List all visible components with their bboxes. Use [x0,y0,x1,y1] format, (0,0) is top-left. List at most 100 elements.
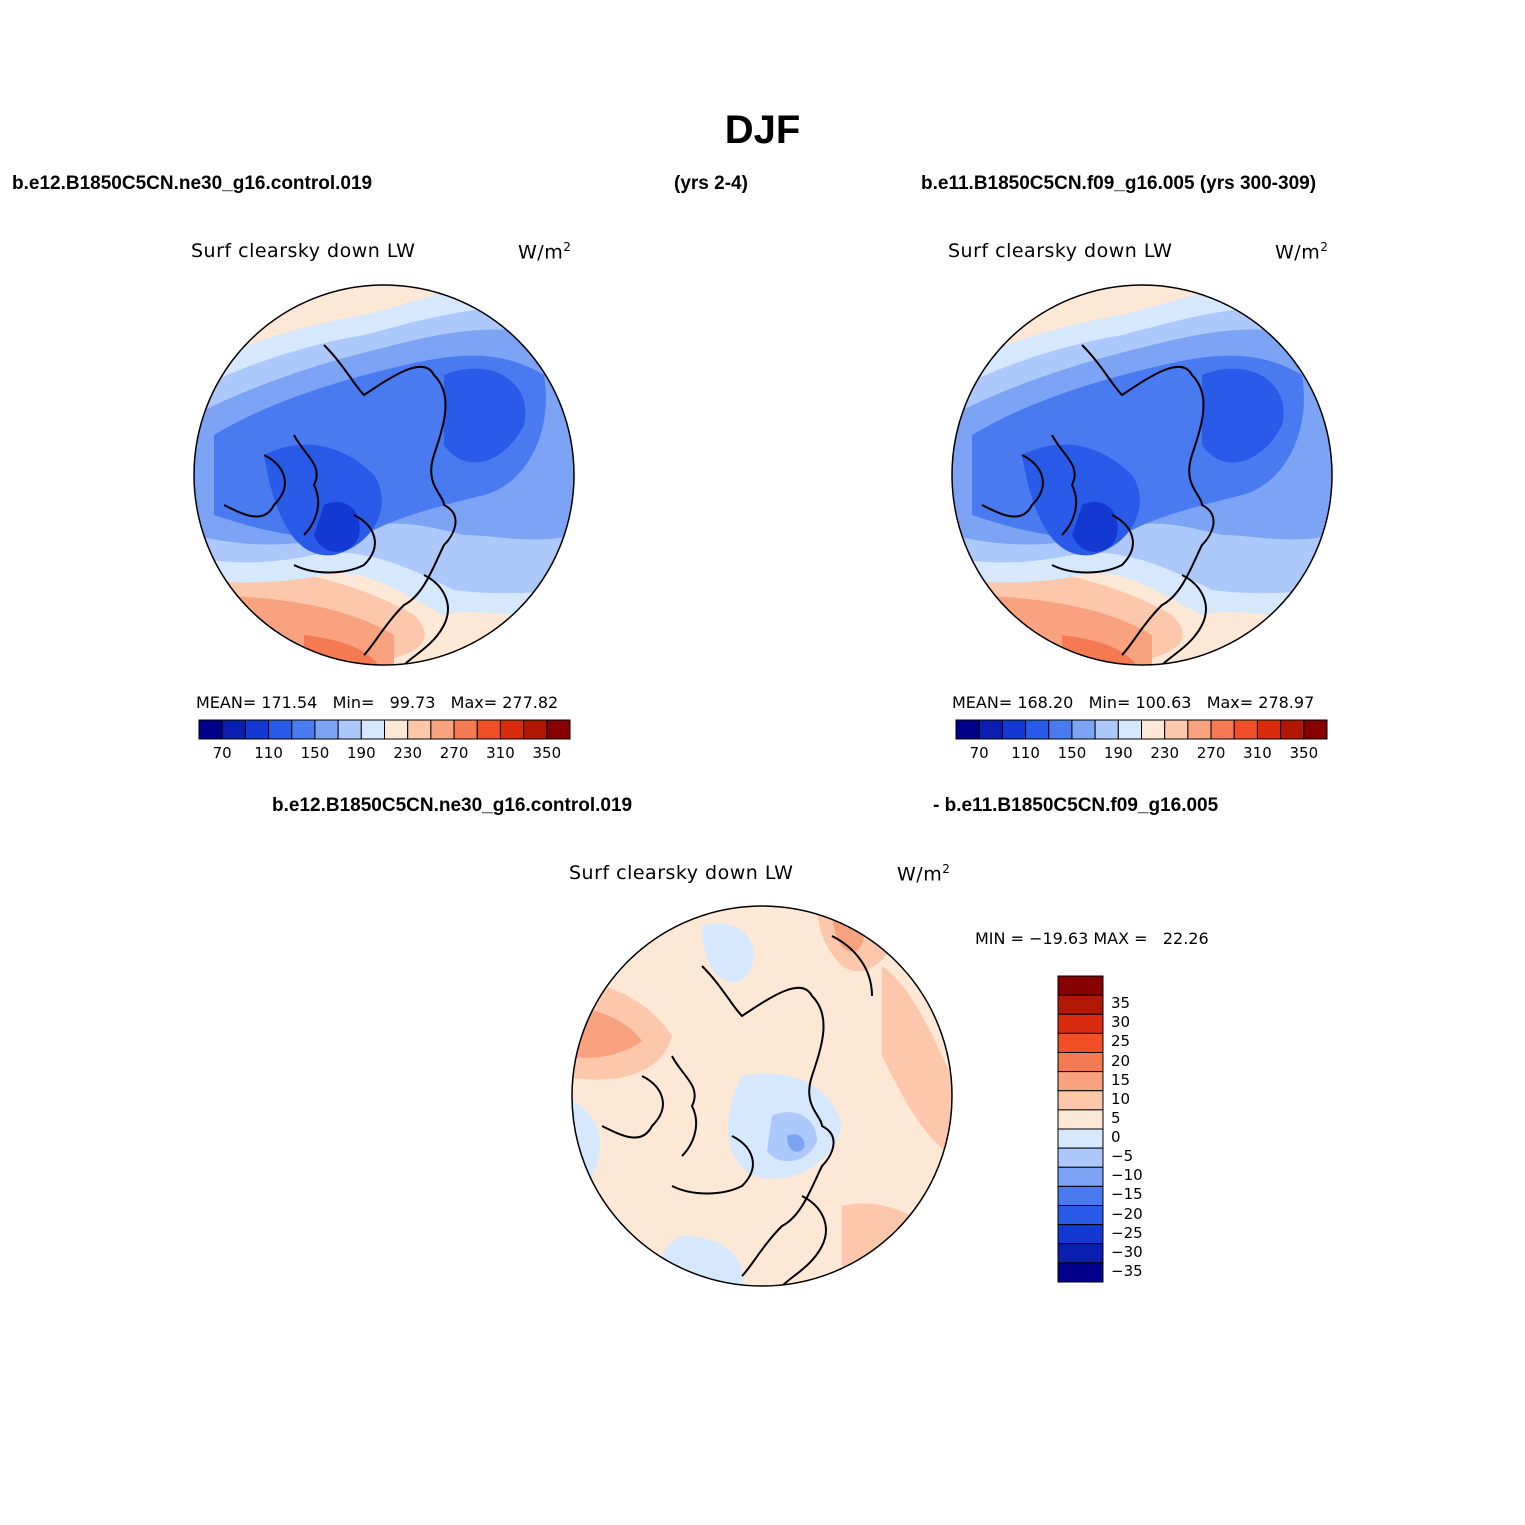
colorbar-swatch [1057,975,1104,996]
colorbar-swatch [1057,1185,1104,1206]
colorbar-label: 310 [486,744,515,762]
colorbar-label: −10 [1111,1166,1143,1185]
colorbar-label: 25 [1111,1032,1131,1051]
diff-header-right: - b.e11.B1850C5CN.f09_g16.005 [933,795,1219,816]
colorbar-label: 350 [1289,744,1319,762]
figure-title: DJF [724,108,801,152]
colorbar-swatch [1117,719,1142,740]
panel3-colorbar [1057,975,1104,1283]
diff-header-left: b.e12.B1850C5CN.ne30_g16.control.019 [272,795,633,816]
colorbar-label: 230 [393,744,422,762]
panel1-units: W/m2 [518,240,572,264]
colorbar-swatch [1001,719,1027,740]
colorbar-label: 190 [1103,744,1133,762]
colorbar-label: 35 [1111,994,1131,1013]
colorbar-swatch [198,719,223,740]
colorbar-swatch [523,719,548,740]
colorbar-swatch [1057,1071,1104,1092]
colorbar-swatch [1057,1166,1104,1187]
colorbar-label: 110 [254,744,283,762]
colorbar-swatch [430,719,455,740]
colorbar-swatch [453,719,478,740]
panel3-units: W/m2 [897,862,951,886]
panel2-units: W/m2 [1275,240,1329,264]
colorbar-label: −35 [1111,1261,1143,1280]
colorbar-swatch [244,719,270,740]
header-left-years: (yrs 2-4) [674,173,748,194]
colorbar-label: 150 [1057,744,1087,762]
colorbar-swatch [1057,1262,1104,1283]
colorbar-label: 10 [1111,1089,1131,1108]
colorbar-label: −30 [1111,1242,1143,1261]
colorbar-swatch [1303,719,1328,740]
colorbar-swatch [384,719,409,740]
colorbar-label: −15 [1111,1185,1143,1204]
colorbar-label: 230 [1150,744,1179,762]
colorbar-swatch [1057,1090,1104,1111]
colorbar-swatch [1057,1032,1104,1053]
colorbar-label: 20 [1111,1051,1131,1070]
colorbar-swatch [978,719,1003,740]
colorbar-label: −25 [1111,1223,1143,1242]
colorbar-swatch [1256,719,1282,740]
colorbar-label: 70 [212,744,232,762]
colorbar-swatch [1233,719,1258,740]
panel1-map [194,285,574,665]
colorbar-swatch [221,719,246,740]
panel1-map-border [193,284,575,666]
colorbar-swatch [1280,719,1305,740]
colorbar-label: 0 [1111,1128,1121,1146]
colorbar-label: 270 [1196,744,1226,762]
colorbar-label: −5 [1111,1147,1134,1166]
colorbar-label: 190 [346,744,376,762]
colorbar-swatch [1187,719,1212,740]
colorbar-swatch [407,719,432,740]
colorbar-swatch [1025,719,1050,740]
colorbar-label: −20 [1111,1204,1143,1223]
colorbar-swatch [1094,719,1119,740]
colorbar-swatch [1048,719,1073,740]
colorbar-swatch [1071,719,1096,740]
header-left-case: b.e12.B1850C5CN.ne30_g16.control.019 [12,173,373,194]
colorbar-label: 70 [969,744,989,762]
panel3-stats: MIN = −19.63 MAX = 22.26 [975,929,1209,948]
colorbar-label: 150 [300,744,330,762]
colorbar-label: 15 [1111,1070,1131,1089]
panel3-map [572,906,952,1286]
colorbar-label: 110 [1011,744,1040,762]
colorbar-swatch [1057,1052,1104,1073]
colorbar-swatch [268,719,293,740]
colorbar-swatch [314,719,339,740]
colorbar-swatch [1057,1147,1104,1168]
colorbar-label: 310 [1243,744,1272,762]
colorbar-label: 350 [532,744,562,762]
colorbar-swatch [955,719,980,740]
panel1-colorbar [198,719,571,740]
colorbar-swatch [1057,1243,1104,1264]
colorbar-label: 5 [1111,1108,1121,1127]
panel3-map-border [571,905,953,1287]
colorbar-swatch [499,719,525,740]
header-right-case: b.e11.B1850C5CN.f09_g16.005 (yrs 300-309… [921,173,1317,194]
colorbar-swatch [1057,1109,1104,1130]
colorbar-swatch [1057,1128,1104,1149]
panel2-stats: MEAN= 168.20 Min= 100.63 Max= 278.97 [952,693,1315,712]
colorbar-swatch [1057,1205,1104,1226]
panel1-variable: Surf clearsky down LW [191,240,416,262]
colorbar-swatch [546,719,571,740]
colorbar-swatch [1141,719,1166,740]
colorbar-swatch [1057,1013,1104,1034]
panel1-stats: MEAN= 171.54 Min= 99.73 Max= 277.82 [196,693,559,712]
colorbar-swatch [1057,994,1104,1015]
panel2-colorbar [955,719,1328,740]
colorbar-label: 270 [439,744,469,762]
colorbar-swatch [360,719,385,740]
panel2-map [952,285,1332,665]
panel2-variable: Surf clearsky down LW [948,240,1173,262]
panel2-map-border [951,284,1333,666]
panel3-variable: Surf clearsky down LW [569,862,794,884]
colorbar-swatch [476,719,501,740]
colorbar-swatch [1210,719,1235,740]
colorbar-swatch [291,719,316,740]
